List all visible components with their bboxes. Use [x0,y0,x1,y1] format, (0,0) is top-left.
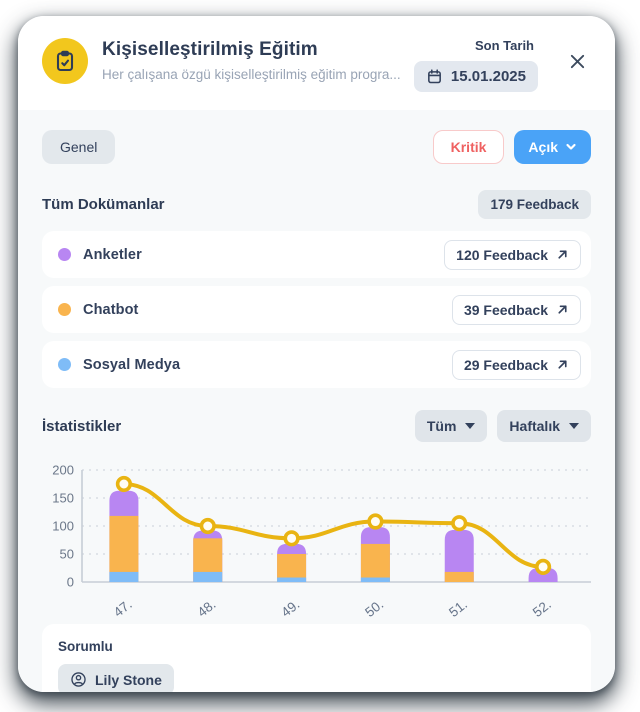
filters-row: Genel Kritik Açık [42,130,591,164]
svg-text:50.: 50. [362,597,386,620]
close-icon [570,54,585,69]
svg-text:200: 200 [52,463,74,478]
due-date-label: Son Tarih [475,38,534,53]
blue-dot-icon [58,358,71,371]
clipboard-check-icon [42,38,88,84]
task-detail-modal: Kişiselleştirilmiş Eğitim Her çalışana ö… [18,16,615,692]
documents-header: Tüm Dokümanlar 179 Feedback [42,190,591,219]
scope-dropdown[interactable]: Tüm [414,410,488,442]
list-item-chatbot[interactable]: Chatbot 39 Feedback [42,286,591,333]
scope-dropdown-value: Tüm [426,418,457,434]
statistics-title: İstatistikler [42,417,122,435]
document-list: Anketler 120 Feedback Chatbot 39 Feedbac… [42,231,591,388]
feedback-link-button[interactable]: 39 Feedback [451,294,581,325]
svg-text:100: 100 [52,519,74,534]
assignee-name: Lily Stone [95,671,162,688]
purple-dot-icon [58,248,71,261]
doc-label: Anketler [83,246,142,263]
header-text: Kişiselleştirilmiş Eğitim Her çalışana ö… [102,38,401,82]
modal-header: Kişiselleştirilmiş Eğitim Her çalışana ö… [18,16,615,110]
feedback-link-button[interactable]: 120 Feedback [444,239,581,270]
arrow-up-right-icon [558,250,567,259]
svg-text:0: 0 [67,575,74,590]
feedback-count: 120 Feedback [456,246,548,263]
list-item-sosyal-medya[interactable]: Sosyal Medya 29 Feedback [42,341,591,388]
page-title: Kişiselleştirilmiş Eğitim [102,39,318,60]
svg-text:50: 50 [60,547,74,562]
close-button[interactable] [566,50,589,73]
arrow-up-right-icon [558,360,567,369]
owner-label: Sorumlu [58,639,113,654]
due-date-block: Son Tarih 15.01.2025 [413,38,538,92]
user-circle-icon [71,672,86,687]
svg-text:51.: 51. [446,597,470,620]
statistics-filters: Tüm Haftalık [414,410,591,442]
chart-container: 0 50 100 150 200 47. 48. 49. 50. 51. 52. [42,458,591,624]
doc-label: Sosyal Medya [83,356,181,373]
svg-text:48.: 48. [195,597,219,620]
feedback-count: 29 Feedback [463,356,548,373]
arrow-up-right-icon [558,305,567,314]
svg-text:52.: 52. [530,597,554,620]
due-date-value: 15.01.2025 [450,68,526,85]
caret-down-icon [465,423,476,429]
stats-chart: 0 50 100 150 200 47. 48. 49. 50. 51. 52. [52,463,591,620]
period-dropdown[interactable]: Haftalık [497,410,591,442]
list-item-anketler[interactable]: Anketler 120 Feedback [42,231,591,278]
status-group: Kritik Açık [432,130,591,164]
chevron-down-icon [566,143,576,150]
category-chip[interactable]: Genel [42,130,116,164]
owner-card: Sorumlu Lily Stone [42,624,591,692]
svg-text:150: 150 [52,491,74,506]
statistics-header: İstatistikler Tüm Haftalık [42,410,591,442]
caret-down-icon [569,423,579,429]
feedback-count: 39 Feedback [463,301,548,318]
period-dropdown-value: Haftalık [509,418,560,434]
feedback-link-button[interactable]: 29 Feedback [451,349,581,380]
due-date-chip[interactable]: 15.01.2025 [413,61,538,92]
modal-body: Genel Kritik Açık Tüm Dokümanlar 179 Fee… [18,110,615,692]
assignee-chip[interactable]: Lily Stone [58,664,174,692]
total-feedback-badge: 179 Feedback [478,190,591,219]
orange-dot-icon [58,303,71,316]
page-subtitle: Her çalışana özgü kişiselleştirilmiş eği… [102,67,401,82]
status-dropdown-button[interactable]: Açık [514,130,591,164]
svg-text:49.: 49. [278,597,302,620]
calendar-icon [427,69,441,84]
doc-label: Chatbot [83,301,139,318]
svg-text:47.: 47. [111,597,135,620]
critical-button[interactable]: Kritik [432,130,505,164]
documents-title: Tüm Dokümanlar [42,196,165,213]
status-label: Açık [528,139,558,155]
